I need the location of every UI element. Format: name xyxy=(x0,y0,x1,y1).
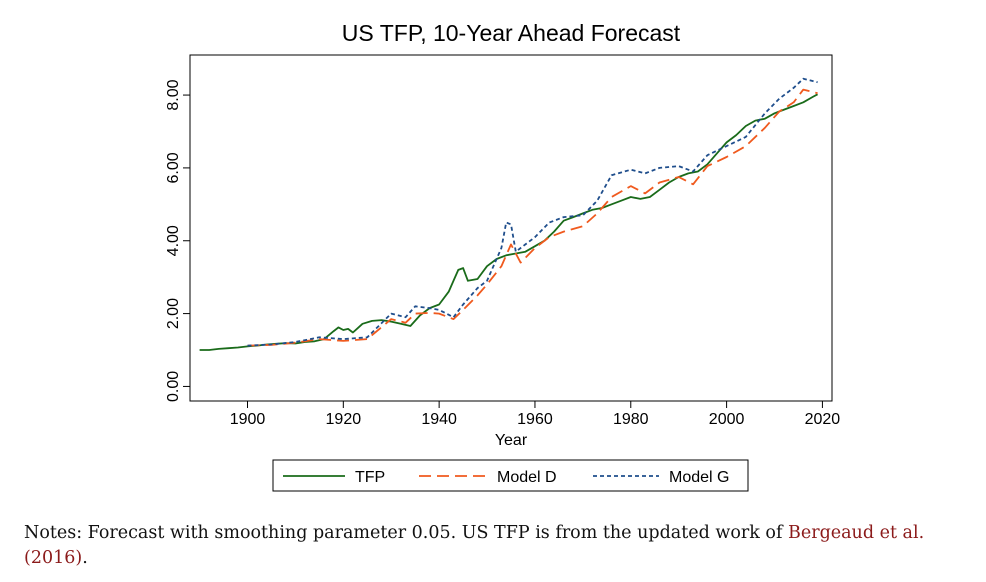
plot-border xyxy=(189,54,833,402)
x-tick-label: 1940 xyxy=(421,411,457,428)
x-tick-label: 2000 xyxy=(709,411,745,428)
y-axis: 0.00 2.00 4.00 6.00 8.00 xyxy=(165,79,190,402)
y-tick-label: 6.00 xyxy=(165,152,182,183)
series-line-model-g xyxy=(247,77,818,347)
legend-label: TFP xyxy=(355,469,385,486)
x-tick-label: 1900 xyxy=(230,411,266,428)
x-tick-label: 2020 xyxy=(805,411,841,428)
legend: TFP Model D Model G xyxy=(272,459,749,492)
chart: US TFP, 10-Year Ahead Forecast 0.00 2.00 4… xyxy=(165,20,841,492)
series-line-tfp xyxy=(199,93,819,351)
x-tick-label: 1920 xyxy=(326,411,362,428)
y-tick-label: 4.00 xyxy=(165,225,182,256)
citation-link[interactable]: Bergeaud et al. (2016) xyxy=(24,523,925,568)
legend-box xyxy=(272,459,749,492)
y-tick-label: 8.00 xyxy=(165,79,182,110)
y-tick-label: 0.00 xyxy=(165,371,182,402)
series-layer xyxy=(199,77,819,351)
notes: Notes: Forecast with smoothing parameter… xyxy=(24,521,969,571)
x-axis: 1900 1920 1940 1960 1980 2000 2020 xyxy=(230,401,841,428)
legend-label: Model G xyxy=(669,469,729,486)
plot-area xyxy=(189,54,833,402)
notes-end: . xyxy=(82,548,88,568)
y-tick-label: 2.00 xyxy=(165,298,182,329)
x-tick-label: 1980 xyxy=(613,411,649,428)
x-tick-label: 1960 xyxy=(517,411,553,428)
series-line-model-d xyxy=(247,88,818,347)
chart-title: US TFP, 10-Year Ahead Forecast xyxy=(342,20,681,46)
legend-label: Model D xyxy=(497,469,557,486)
notes-text: Notes: Forecast with smoothing parameter… xyxy=(24,523,788,543)
x-axis-label: Year xyxy=(495,432,528,449)
